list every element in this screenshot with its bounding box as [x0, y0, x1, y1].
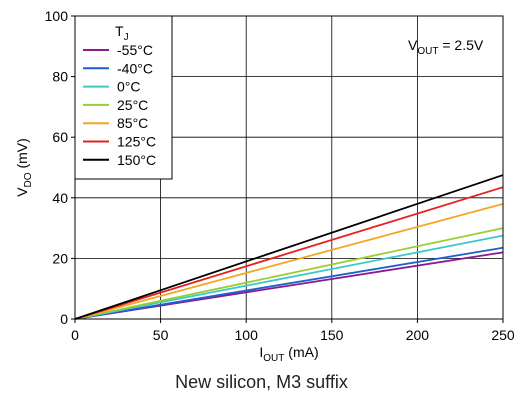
y-title-main: V — [14, 187, 30, 197]
x-tick-label: 150 — [320, 327, 344, 343]
x-title-sub: OUT — [263, 353, 284, 364]
annotation-rest: = 2.5V — [438, 37, 483, 53]
tick-labels: 0 50 100 150 200 250 0 20 40 60 80 100 — [45, 8, 515, 343]
series-line — [74, 246, 504, 320]
x-title-unit: (mA) — [284, 344, 318, 360]
y-title-unit: (mV) — [14, 138, 30, 172]
y-tick-label: 60 — [52, 129, 68, 145]
annotation-main: V — [408, 37, 418, 53]
x-tick-label: 250 — [491, 327, 515, 343]
series-line — [74, 234, 504, 320]
legend-title-sub: J — [124, 32, 129, 43]
x-tick-label: 0 — [71, 327, 79, 343]
legend-title-main: T — [115, 23, 124, 39]
legend-label: 150°C — [117, 152, 156, 168]
x-axis-title: IOUT (mA) — [259, 344, 318, 364]
y-axis-title: VDO (mV) — [14, 138, 34, 197]
legend-label: 25°C — [117, 97, 148, 113]
y-tick-label: 0 — [60, 311, 68, 327]
legend-title: TJ — [115, 23, 129, 43]
x-tick-label: 200 — [406, 327, 430, 343]
x-tick-label: 100 — [235, 327, 259, 343]
figure-caption: New silicon, M3 suffix — [175, 372, 348, 392]
x-tick-label: 50 — [153, 327, 169, 343]
legend-label: -55°C — [117, 42, 153, 58]
series-line — [74, 186, 504, 320]
series-line — [74, 174, 504, 320]
legend-label: 85°C — [117, 115, 148, 131]
legend-entries: -55°C -40°C 0°C 25°C 85°C 125°C 150°C — [83, 42, 156, 168]
series-line — [74, 227, 504, 320]
annotation-sub: OUT — [417, 46, 438, 57]
y-tick-label: 20 — [52, 250, 68, 266]
y-tick-label: 40 — [52, 190, 68, 206]
legend-label: 125°C — [117, 134, 156, 150]
y-tick-label: 80 — [52, 69, 68, 85]
legend-label: -40°C — [117, 60, 153, 76]
legend: TJ -55°C -40°C 0°C 25°C 85°C 125°C 150°C — [74, 15, 173, 180]
chart-svg: 0 50 100 150 200 250 0 20 40 60 80 100 TJ -55°C -40°… — [14, 8, 515, 364]
vout-annotation: VOUT = 2.5V — [408, 37, 484, 57]
legend-label: 0°C — [117, 79, 141, 95]
series-line — [74, 202, 504, 320]
x-title-main: I — [259, 344, 263, 360]
y-tick-label: 100 — [45, 8, 69, 24]
y-title-sub: DO — [23, 172, 34, 187]
legend-box — [74, 15, 173, 180]
series-lines — [74, 174, 504, 320]
